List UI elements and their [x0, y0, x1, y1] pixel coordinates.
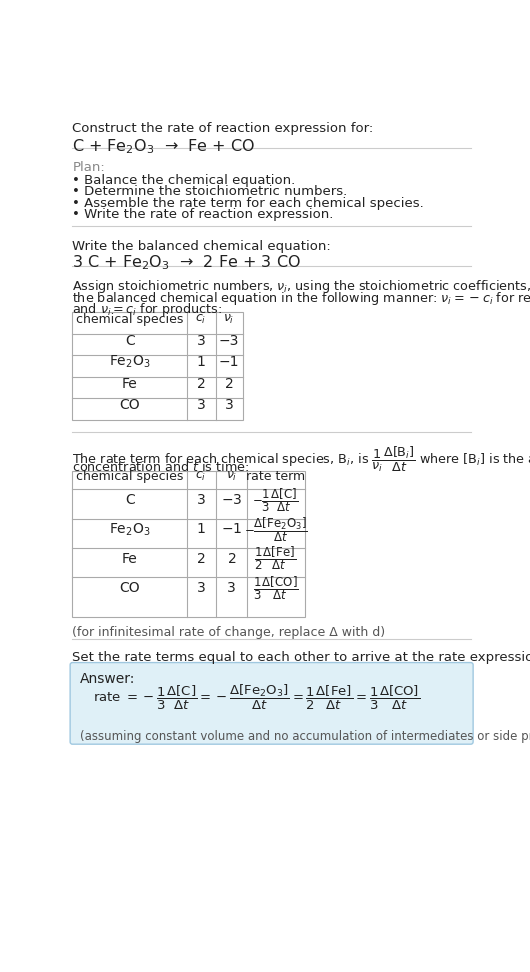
Text: CO: CO — [119, 581, 140, 595]
Text: • Write the rate of reaction expression.: • Write the rate of reaction expression. — [73, 208, 334, 222]
Text: 3: 3 — [225, 399, 233, 412]
Text: • Determine the stoichiometric numbers.: • Determine the stoichiometric numbers. — [73, 186, 348, 198]
Text: $3$: $3$ — [226, 581, 236, 595]
Text: CO: CO — [119, 399, 140, 412]
Text: Plan:: Plan: — [73, 160, 105, 174]
Text: $\nu_i$: $\nu_i$ — [226, 469, 237, 483]
Text: C: C — [125, 493, 135, 507]
Text: chemical species: chemical species — [76, 469, 183, 483]
Bar — [73, 312, 243, 420]
FancyBboxPatch shape — [70, 663, 473, 745]
Text: C: C — [125, 333, 135, 348]
Text: $c_i$: $c_i$ — [196, 313, 207, 326]
Text: 3: 3 — [197, 333, 206, 348]
Text: $2$: $2$ — [227, 552, 236, 566]
Text: 3: 3 — [197, 399, 206, 412]
Text: • Assemble the rate term for each chemical species.: • Assemble the rate term for each chemic… — [73, 196, 424, 210]
Text: 3: 3 — [197, 493, 206, 507]
Text: 2: 2 — [225, 377, 233, 391]
Text: $-\dfrac{1}{3}\dfrac{\Delta[\mathrm{C}]}{\Delta t}$: $-\dfrac{1}{3}\dfrac{\Delta[\mathrm{C}]}… — [252, 486, 298, 514]
Text: C + Fe$_2$O$_3$  →  Fe + CO: C + Fe$_2$O$_3$ → Fe + CO — [73, 137, 255, 156]
Text: Fe$_2$O$_3$: Fe$_2$O$_3$ — [109, 521, 151, 538]
Text: −3: −3 — [219, 333, 239, 348]
Text: Set the rate terms equal to each other to arrive at the rate expression:: Set the rate terms equal to each other t… — [73, 651, 530, 664]
Text: 2: 2 — [197, 552, 206, 566]
Text: Answer:: Answer: — [80, 672, 136, 686]
Text: 3 C + Fe$_2$O$_3$  →  2 Fe + 3 CO: 3 C + Fe$_2$O$_3$ → 2 Fe + 3 CO — [73, 254, 301, 272]
Text: $-\dfrac{\Delta[\mathrm{Fe_2O_3}]}{\Delta t}$: $-\dfrac{\Delta[\mathrm{Fe_2O_3}]}{\Delt… — [244, 515, 307, 543]
Text: the balanced chemical equation in the following manner: $\nu_i = -c_i$ for react: the balanced chemical equation in the fo… — [73, 290, 530, 307]
Text: $c_i$: $c_i$ — [196, 469, 207, 483]
Text: $\nu_i$: $\nu_i$ — [223, 313, 235, 326]
Text: rate $= -\dfrac{1}{3}\dfrac{\Delta[\mathrm{C}]}{\Delta t} = -\dfrac{\Delta[\math: rate $= -\dfrac{1}{3}\dfrac{\Delta[\math… — [93, 682, 420, 712]
Text: Assign stoichiometric numbers, $\nu_i$, using the stoichiometric coefficients, $: Assign stoichiometric numbers, $\nu_i$, … — [73, 278, 530, 295]
Text: $\dfrac{1}{3}\dfrac{\Delta[\mathrm{CO}]}{\Delta t}$: $\dfrac{1}{3}\dfrac{\Delta[\mathrm{CO}]}… — [253, 574, 298, 602]
Text: Write the balanced chemical equation:: Write the balanced chemical equation: — [73, 240, 331, 253]
Bar — [73, 470, 305, 617]
Text: (for infinitesimal rate of change, replace Δ with d): (for infinitesimal rate of change, repla… — [73, 626, 386, 640]
Text: 1: 1 — [197, 522, 206, 537]
Text: The rate term for each chemical species, B$_i$, is $\dfrac{1}{\nu_i}\dfrac{\Delt: The rate term for each chemical species,… — [73, 444, 530, 474]
Text: and $\nu_i = c_i$ for products:: and $\nu_i = c_i$ for products: — [73, 301, 223, 319]
Text: 1: 1 — [197, 356, 206, 369]
Text: concentration and $t$ is time:: concentration and $t$ is time: — [73, 460, 250, 474]
Text: $-3$: $-3$ — [220, 493, 242, 507]
Text: Fe: Fe — [122, 552, 138, 566]
Text: (assuming constant volume and no accumulation of intermediates or side products): (assuming constant volume and no accumul… — [80, 730, 530, 743]
Text: Fe: Fe — [122, 377, 138, 391]
Text: −1: −1 — [219, 356, 239, 369]
Text: $-1$: $-1$ — [220, 522, 242, 537]
Text: Fe$_2$O$_3$: Fe$_2$O$_3$ — [109, 354, 151, 370]
Text: Construct the rate of reaction expression for:: Construct the rate of reaction expressio… — [73, 122, 374, 135]
Text: chemical species: chemical species — [76, 313, 183, 326]
Text: • Balance the chemical equation.: • Balance the chemical equation. — [73, 174, 296, 187]
Text: 2: 2 — [197, 377, 206, 391]
Text: 3: 3 — [197, 581, 206, 595]
Text: rate term: rate term — [246, 469, 305, 483]
Text: $\dfrac{1}{2}\dfrac{\Delta[\mathrm{Fe}]}{\Delta t}$: $\dfrac{1}{2}\dfrac{\Delta[\mathrm{Fe}]}… — [254, 544, 297, 573]
